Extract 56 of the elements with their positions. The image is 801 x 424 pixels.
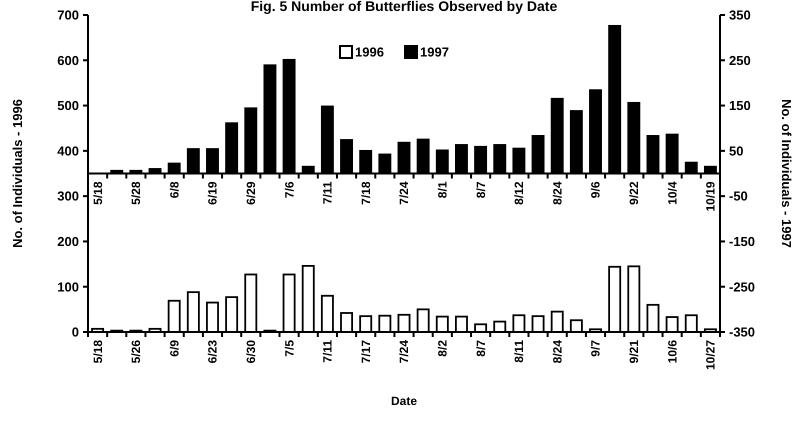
x-tick-label: 10/4 xyxy=(665,181,680,205)
y2-tick-label: 250 xyxy=(729,52,751,68)
x-tick-label: 8/11 xyxy=(512,340,526,363)
x-tick-label: 6/30 xyxy=(244,340,258,364)
x-tick-label: 6/8 xyxy=(167,181,182,198)
x-tick-label: 8/7 xyxy=(474,181,488,198)
y-tick-label: 200 xyxy=(57,234,79,249)
y2-tick-label: 150 xyxy=(729,98,751,114)
y-axis-title: No. of Individuals - 1996 xyxy=(10,99,25,248)
x-tick-label: 5/28 xyxy=(129,181,144,205)
x-tick-label: 8/12 xyxy=(512,181,526,205)
chart-title: Fig. 5 Number of Butterflies Observed by Date xyxy=(250,0,558,14)
x-tick-label: 9/7 xyxy=(588,340,603,357)
x-tick-label: 7/24 xyxy=(397,181,412,205)
x-tick-label: 10/6 xyxy=(665,340,680,364)
x-axis-title: Date xyxy=(390,394,418,408)
x-tick-label: 7/18 xyxy=(358,181,373,205)
x-tick-label: 6/19 xyxy=(206,181,220,205)
x-tick-label: 7/11 xyxy=(320,340,335,363)
x-tick-label: 6/23 xyxy=(206,340,220,364)
x-tick-label: 5/18 xyxy=(90,340,105,364)
x-tick-label: 7/17 xyxy=(358,340,373,364)
x-tick-label: 9/21 xyxy=(627,340,642,364)
legend-label: 1997 xyxy=(420,44,449,60)
x-tick-label: 8/2 xyxy=(436,340,450,357)
x-tick-label: 7/24 xyxy=(397,340,412,364)
x-tick-label: 8/1 xyxy=(436,181,450,198)
y-tick-label: 100 xyxy=(57,279,79,294)
x-tick-label: 8/24 xyxy=(550,181,564,205)
x-tick-label: 10/19 xyxy=(704,181,718,212)
x-tick-label: 8/7 xyxy=(474,340,488,357)
x-tick-label: 7/6 xyxy=(282,181,296,198)
y2-tick-label: -250 xyxy=(729,279,756,294)
x-tick-label: 9/6 xyxy=(588,181,603,198)
y-tick-label: 0 xyxy=(72,324,79,340)
y2-tick-label: 50 xyxy=(729,143,744,158)
y-tick-label: 700 xyxy=(57,8,79,23)
y-tick-label: 400 xyxy=(57,143,79,158)
y-tick-label: 600 xyxy=(57,52,79,68)
y-tick-label: 500 xyxy=(57,98,79,114)
y-tick-label: 300 xyxy=(57,188,79,204)
y2-tick-label: 350 xyxy=(729,8,751,23)
x-tick-label: 6/29 xyxy=(244,181,258,205)
x-tick-label: 6/9 xyxy=(167,340,182,357)
x-tick-label: 7/5 xyxy=(282,340,296,357)
legend-label: 1996 xyxy=(355,44,384,60)
x-tick-label: 5/18 xyxy=(90,181,105,205)
x-tick-label: 9/22 xyxy=(627,181,642,205)
x-tick-label: 10/27 xyxy=(704,340,718,370)
x-tick-label: 7/11 xyxy=(320,181,335,204)
y2-tick-label: -350 xyxy=(729,324,756,340)
y2-tick-label: -150 xyxy=(729,234,756,249)
x-tick-label: 8/24 xyxy=(550,340,564,364)
y2-axis-title: No. of Individuals - 1997 xyxy=(779,99,794,248)
x-tick-label: 5/26 xyxy=(129,340,144,364)
y2-tick-label: -50 xyxy=(729,188,748,204)
